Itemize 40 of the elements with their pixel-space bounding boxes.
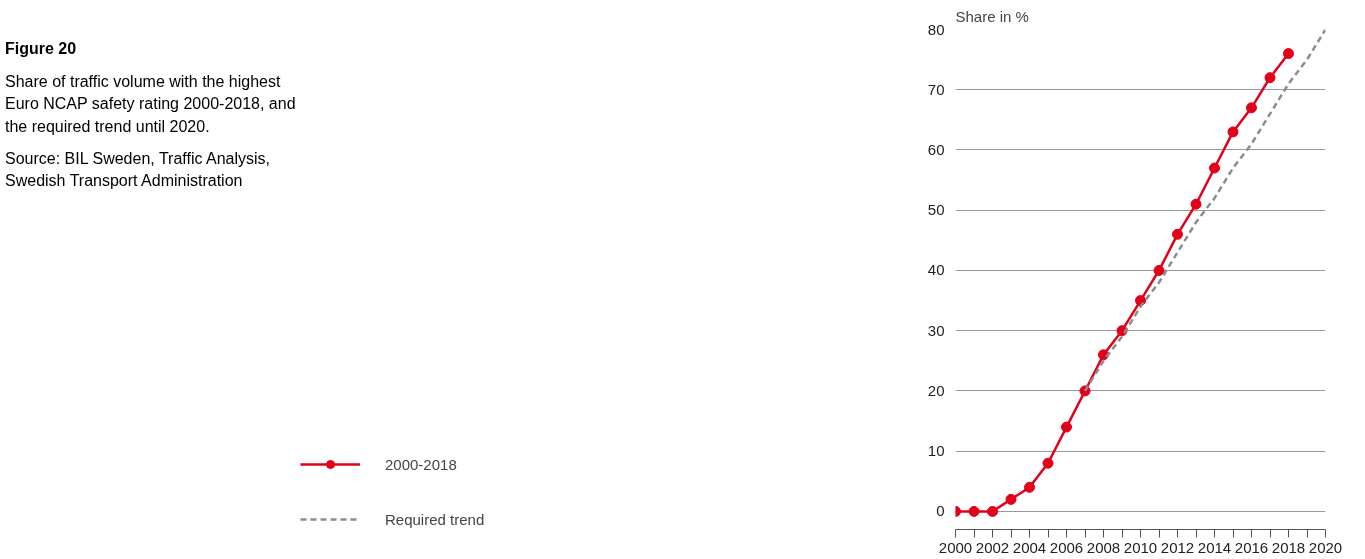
text: Figure 20 <box>5 39 77 59</box>
y-tick-label: 70 <box>927 80 945 98</box>
point <box>1024 481 1035 493</box>
text: Share of traffic volume with the highest Euro NCAP safety rating 2000-2018, and the required trend until 2020. <box>5 71 297 137</box>
point <box>968 505 980 517</box>
y-tick-label: 30 <box>927 321 945 339</box>
y-tick-label: 0 <box>936 502 945 520</box>
legend-label: Required trend <box>385 510 485 528</box>
y-tick-label: 80 <box>927 20 945 38</box>
point <box>1042 457 1054 469</box>
x-tick-label: 2018 <box>1271 538 1306 556</box>
point <box>1005 493 1017 505</box>
x-tick-label: 2002 <box>975 538 1010 556</box>
point <box>987 505 998 517</box>
y-tick-label: 50 <box>927 201 945 219</box>
x-tick-label: 2016 <box>1234 538 1269 556</box>
y-tick-label: 60 <box>927 140 945 158</box>
x-tick-label: 2008 <box>1086 538 1121 556</box>
point <box>1264 72 1276 84</box>
point <box>1246 102 1257 114</box>
source-note: Source: BIL Sweden, Traffic Analysis, Swedish Transport Administration <box>5 149 272 192</box>
point <box>1190 198 1202 210</box>
x-tick-label: 2012 <box>1160 538 1195 556</box>
y-tick-label: 40 <box>927 261 945 279</box>
x-tick-label: 2004 <box>1012 538 1047 556</box>
point <box>1061 421 1072 433</box>
y-tick-label: 10 <box>927 442 945 460</box>
x-tick-label: 2010 <box>1123 538 1158 556</box>
point <box>1283 48 1294 60</box>
x-tick-label: 2006 <box>1049 538 1084 556</box>
legend-label: 2000-2018 <box>385 455 457 473</box>
y-tick-label: 20 <box>927 381 945 399</box>
point <box>1227 126 1239 138</box>
y-axis-title: Share in % <box>955 7 1029 25</box>
point <box>1153 264 1165 276</box>
point <box>1209 162 1220 174</box>
x-tick-label: 2000 <box>938 538 973 556</box>
x-tick-label: 2020 <box>1308 538 1343 556</box>
point <box>1172 228 1183 240</box>
x-tick-label: 2014 <box>1197 538 1232 556</box>
